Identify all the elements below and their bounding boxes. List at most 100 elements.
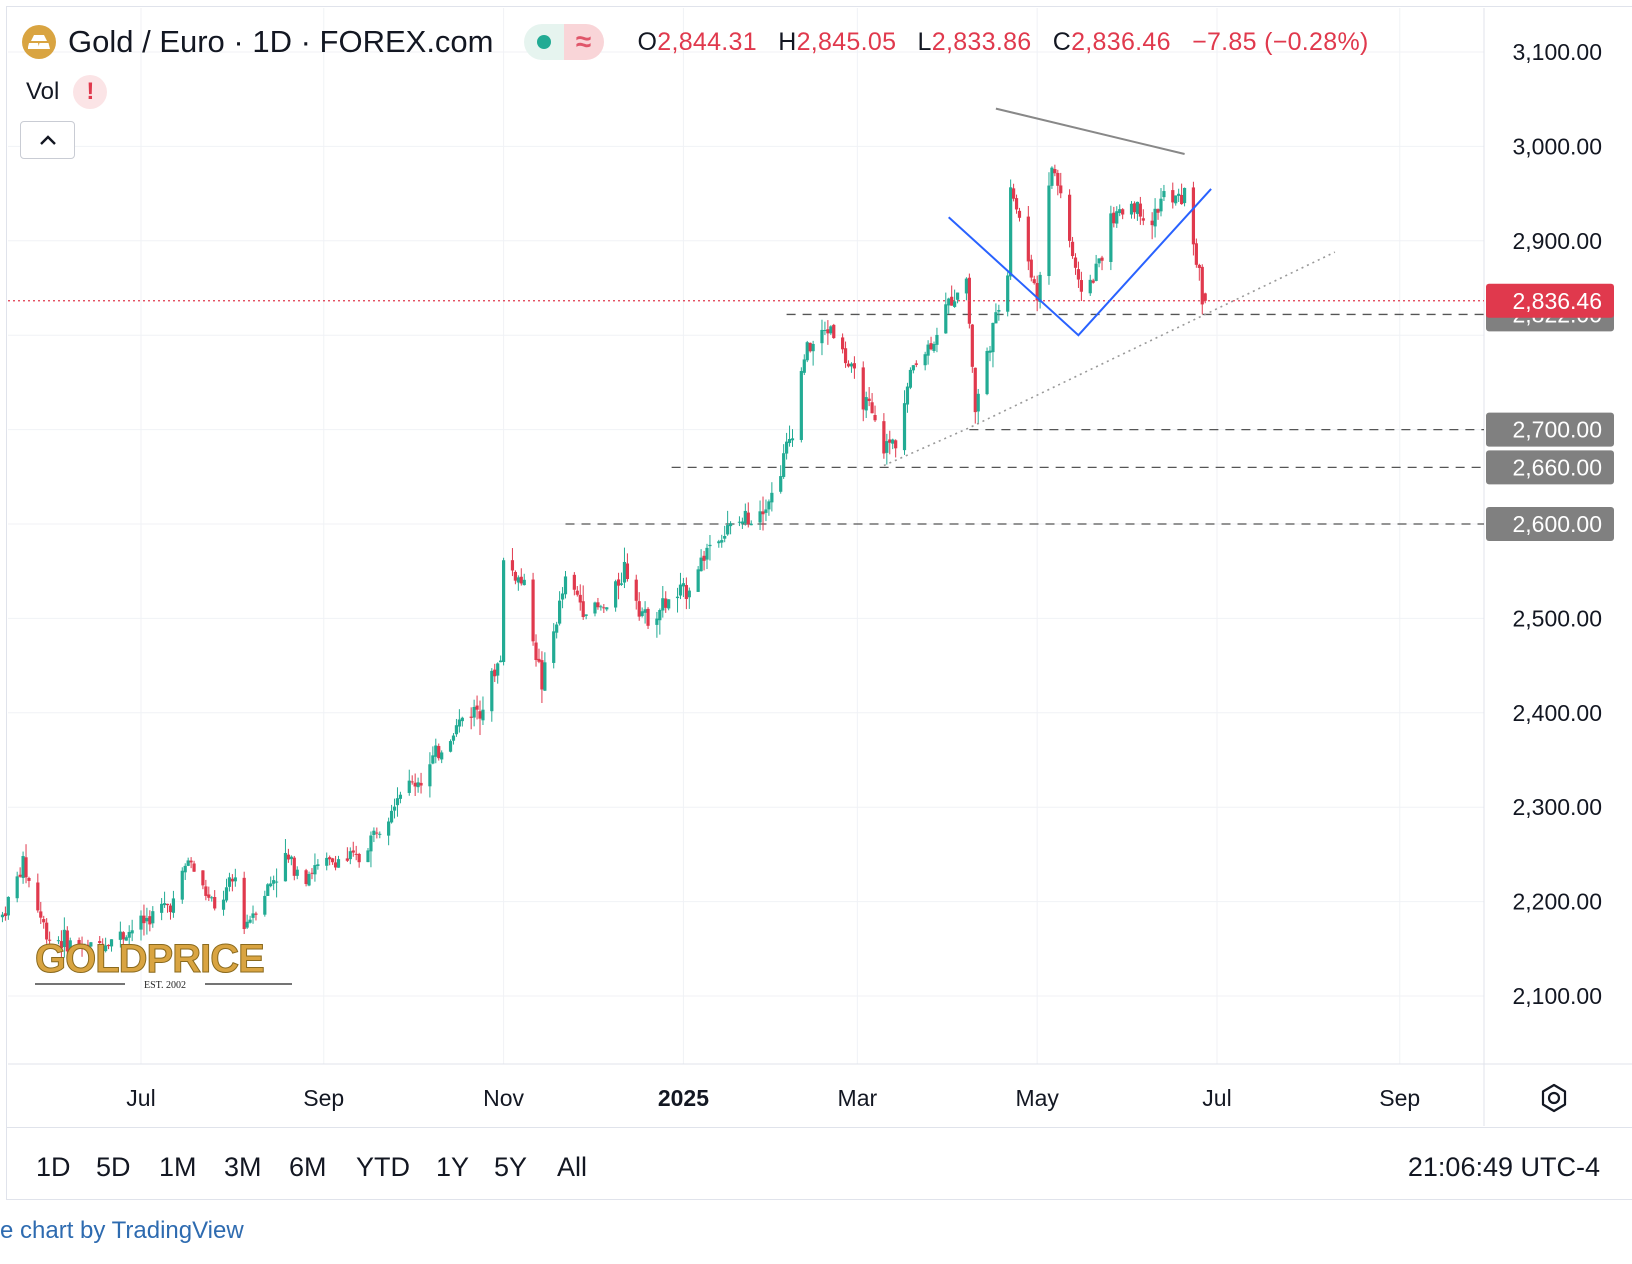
candle (770, 482, 774, 512)
candle-body (1076, 269, 1081, 280)
volume-legend[interactable]: Vol ! (26, 75, 108, 109)
candle-body (947, 298, 951, 306)
candle (926, 340, 930, 365)
level-badge-text: 2,700.00 (1512, 417, 1602, 443)
candle (749, 520, 753, 526)
candle-body (1159, 198, 1163, 212)
candle (1141, 209, 1145, 226)
candle-body (475, 705, 479, 710)
candle-body (501, 560, 506, 662)
candle-body (997, 310, 1001, 312)
candle (351, 841, 355, 857)
candle-body (224, 887, 229, 901)
candle-body (328, 857, 332, 860)
candle-body (1006, 275, 1010, 312)
candle-body (994, 312, 998, 324)
candle (1038, 271, 1042, 309)
candle (1171, 182, 1175, 209)
candle (555, 621, 559, 639)
range-button-1d[interactable]: 1D (36, 1152, 71, 1182)
chart-settings-icon[interactable] (1538, 1082, 1570, 1114)
tradingview-attribution[interactable]: e chart by TradingView (0, 1217, 244, 1244)
candle (522, 573, 526, 586)
candle-body (563, 576, 568, 595)
candle (407, 769, 411, 796)
market-status-pill[interactable]: ≈ (523, 24, 604, 60)
candle-body (894, 440, 898, 449)
candle-body (1200, 266, 1204, 305)
x-tick-label: May (1015, 1085, 1059, 1111)
range-button-all[interactable]: All (557, 1152, 588, 1182)
candle (1088, 274, 1092, 296)
candle (684, 577, 688, 610)
range-button-1y[interactable]: 1Y (436, 1152, 470, 1182)
candle-body (499, 660, 503, 663)
candle (333, 855, 338, 871)
candle (357, 852, 361, 868)
candle (1174, 195, 1178, 206)
range-button-5y[interactable]: 5Y (494, 1152, 528, 1182)
delayed-data-icon: ≈ (563, 24, 604, 60)
candle-body (640, 611, 644, 617)
candle-body (101, 943, 105, 951)
candle (416, 777, 420, 793)
candle-body (902, 403, 907, 451)
watermark-est: EST. 2002 (144, 980, 186, 991)
candle (905, 382, 910, 413)
range-button-1m[interactable]: 1M (159, 1152, 197, 1182)
collapse-legend-button[interactable] (20, 121, 75, 159)
candle-body (431, 755, 435, 764)
candle-body (519, 576, 523, 584)
candle-body (914, 363, 918, 365)
candle (988, 345, 992, 362)
candle-body (852, 363, 857, 369)
candle (369, 831, 373, 868)
candle (870, 393, 874, 414)
candle (348, 847, 352, 865)
candle (448, 739, 453, 753)
candle (841, 333, 845, 354)
candle-body (761, 511, 765, 515)
candle (36, 873, 40, 913)
candle (1011, 183, 1016, 202)
candle-body (758, 511, 762, 523)
candle-body (764, 509, 768, 513)
candle-body (275, 881, 279, 883)
candle (619, 572, 624, 586)
candle-body (1029, 259, 1033, 278)
candle-body (687, 590, 691, 598)
candle-body (86, 944, 90, 946)
level-badge-bg (1486, 450, 1614, 485)
candle (183, 863, 187, 880)
watermark-brand: GOLDPRICE (35, 937, 264, 981)
candle (1191, 181, 1196, 256)
candle (354, 845, 358, 861)
candle-body (490, 670, 494, 712)
range-button-3m[interactable]: 3M (224, 1152, 262, 1182)
open-key: O (637, 27, 658, 56)
candle (950, 285, 954, 306)
candle-body (717, 541, 721, 544)
candle-body (728, 523, 733, 527)
candle-body (451, 735, 456, 741)
candle (708, 535, 712, 561)
symbol-title[interactable]: Gold / Euro · 1D · FOREX.com (68, 24, 494, 59)
level-badge: 2,700.00 (1486, 412, 1614, 447)
candle-body (944, 304, 948, 334)
range-button-ytd[interactable]: YTD (356, 1152, 410, 1182)
candle (27, 876, 31, 888)
range-button-5d[interactable]: 5D (96, 1152, 131, 1182)
volume-label: Vol (26, 78, 60, 105)
candle (1135, 201, 1140, 221)
candle-body (1115, 211, 1119, 224)
v-pattern (948, 188, 1212, 337)
candle (248, 915, 252, 924)
candle-body (151, 911, 155, 924)
warning-icon[interactable]: ! (73, 75, 108, 109)
candle (664, 591, 668, 613)
price-chart[interactable]: Jul Sep Nov 2025 Mar May Jul Sep 3,100.00 3,000.0… (0, 0, 1632, 1130)
range-button-6m[interactable]: 6M (289, 1152, 327, 1182)
candle-body (1073, 257, 1078, 268)
candle-body (785, 441, 789, 454)
chart-header: Gold / Euro · 1D · FOREX.com ≈ O2,844.31… (22, 22, 1369, 62)
